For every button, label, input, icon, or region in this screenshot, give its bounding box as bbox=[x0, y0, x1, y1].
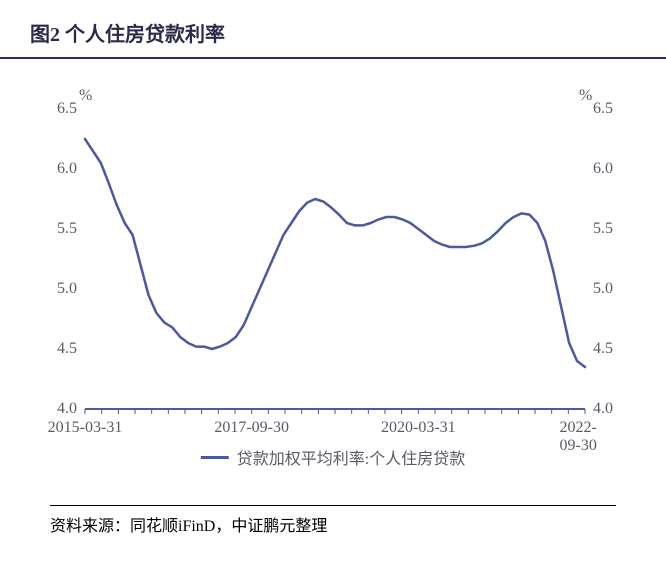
x-tick: 2022-09-30 bbox=[560, 419, 611, 455]
figure-title-bar: 图2 个人住房贷款利率 bbox=[0, 0, 666, 59]
figure-title: 图2 个人住房贷款利率 bbox=[30, 24, 225, 46]
legend: 贷款加权平均利率:个人住房贷款 bbox=[201, 445, 465, 469]
source-text: 资料来源：同花顺iFinD，中证鹏元整理 bbox=[50, 518, 327, 535]
legend-label: 贷款加权平均利率:个人住房贷款 bbox=[237, 445, 465, 469]
y-tick-left: 5.5 bbox=[37, 220, 77, 238]
y-tick-right: 5.5 bbox=[593, 220, 633, 238]
x-tick: 2020-03-31 bbox=[381, 419, 456, 437]
line-chart-svg bbox=[30, 79, 645, 419]
y-tick-right: 4.0 bbox=[593, 400, 633, 418]
y-tick-right: 5.0 bbox=[593, 280, 633, 298]
y-tick-left: 4.5 bbox=[37, 340, 77, 358]
y-tick-right: 4.5 bbox=[593, 340, 633, 358]
chart-area: % % 贷款加权平均利率:个人住房贷款 4.04.04.54.55.05.05.… bbox=[30, 79, 636, 499]
y-tick-left: 6.0 bbox=[37, 160, 77, 178]
y-tick-right: 6.5 bbox=[593, 100, 633, 118]
source-line: 资料来源：同花顺iFinD，中证鹏元整理 bbox=[50, 505, 616, 536]
x-tick: 2015-03-31 bbox=[48, 419, 123, 437]
x-tick: 2017-09-30 bbox=[214, 419, 289, 437]
legend-swatch bbox=[201, 456, 229, 459]
y-tick-left: 6.5 bbox=[37, 100, 77, 118]
y-tick-left: 4.0 bbox=[37, 400, 77, 418]
y-tick-left: 5.0 bbox=[37, 280, 77, 298]
y-tick-right: 6.0 bbox=[593, 160, 633, 178]
